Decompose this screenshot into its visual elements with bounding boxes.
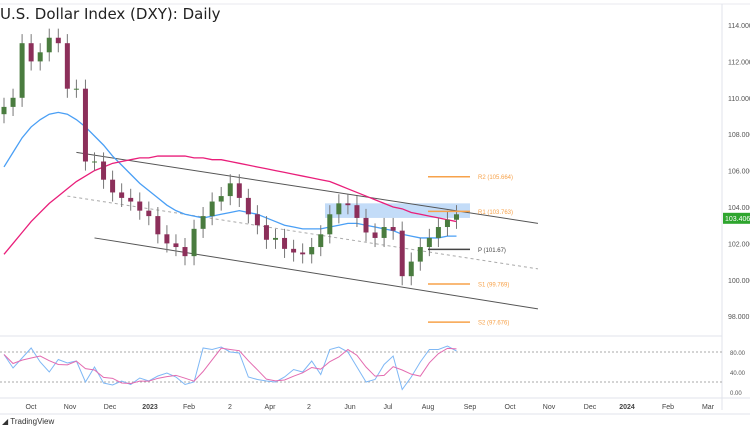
x-tick-label: Nov	[64, 404, 77, 411]
candle-body	[128, 197, 134, 202]
y-tick-label: 114.000	[728, 23, 750, 30]
candle-body	[200, 216, 206, 229]
y-tick-label: 110.000	[728, 96, 750, 103]
candle-body	[209, 201, 215, 217]
candle-body	[435, 227, 441, 238]
candle-body	[227, 183, 233, 197]
y-tick-label: 100.000	[728, 278, 750, 285]
pivot-label: R1 (103.763)	[478, 210, 513, 216]
tradingview-logo: ◢ TradingView	[2, 417, 55, 426]
x-tick-label: Aug	[422, 404, 435, 411]
x-tick-label: 2	[307, 404, 311, 411]
candle-body	[119, 192, 125, 198]
candle-body	[10, 97, 16, 107]
candle-body	[408, 261, 414, 277]
candle-body	[390, 227, 396, 231]
candle-body	[110, 179, 116, 193]
candle-body	[245, 197, 251, 215]
candle-body	[254, 214, 260, 226]
candle-body	[37, 52, 43, 62]
candle-body	[173, 243, 179, 248]
x-tick-label: Jul	[384, 404, 393, 411]
y-tick-label: 104.000	[728, 205, 750, 212]
candle-body	[282, 237, 288, 249]
chart-title: U.S. Dollar Index (DXY): Daily	[0, 5, 221, 23]
candle-body	[454, 214, 459, 220]
candle-body	[55, 37, 61, 44]
candle-body	[291, 248, 297, 253]
x-tick-label: Dec	[584, 404, 597, 411]
candle-body	[155, 216, 161, 235]
candle-body	[46, 37, 52, 53]
y-tick-label: 108.000	[728, 132, 750, 139]
candle-body	[164, 234, 170, 244]
candle-body	[399, 230, 405, 277]
brand-label: TradingView	[10, 417, 55, 426]
ma-pink-line	[3, 155, 457, 255]
last-price-label: 103.406	[725, 216, 750, 223]
candle-body	[363, 217, 369, 233]
x-tick-label: Sep	[464, 404, 477, 411]
candle-body	[137, 201, 143, 211]
candle-body	[182, 247, 188, 257]
x-tick-label: 2023	[142, 404, 158, 411]
candle-body	[92, 161, 97, 163]
candle-body	[236, 183, 242, 198]
candle-body	[1, 106, 7, 115]
x-tick-label: Feb	[662, 404, 674, 411]
x-tick-label: Nov	[543, 404, 556, 411]
x-tick-label: Dec	[104, 404, 117, 411]
x-tick-label: Oct	[505, 404, 516, 411]
candle-body	[381, 227, 387, 238]
candle-body	[354, 205, 360, 218]
x-tick-label: Mar	[702, 404, 715, 411]
osc-tick-label: 40.00	[730, 371, 746, 377]
candle-body	[64, 43, 70, 89]
candle-body	[444, 219, 450, 228]
y-tick-label: 98.000	[728, 314, 750, 321]
candle-body	[19, 43, 25, 98]
candle-body	[336, 203, 342, 215]
candle-body	[263, 225, 269, 240]
pivot-label: S1 (99.769)	[478, 283, 509, 289]
x-tick-label: Feb	[183, 404, 195, 411]
stoch-k-line	[3, 345, 457, 391]
x-tick-label: Jun	[344, 404, 355, 411]
y-tick-label: 106.000	[728, 169, 750, 176]
candle-body	[218, 196, 224, 202]
channel-lower-line	[94, 237, 539, 310]
candle-body	[372, 232, 378, 238]
candle-body	[309, 247, 315, 255]
candle-body	[318, 234, 324, 248]
pivot-label: P (101.67)	[478, 248, 506, 254]
candle-body	[101, 161, 107, 180]
x-tick-label: Oct	[26, 404, 37, 411]
candle-body	[82, 88, 88, 162]
pivot-label: S2 (97.676)	[478, 321, 509, 327]
x-tick-label: 2024	[619, 404, 635, 411]
pivot-label: R2 (105.664)	[478, 175, 513, 181]
channel-middle-line	[67, 195, 539, 270]
y-tick-label: 102.000	[728, 241, 750, 248]
y-tick-label: 112.000	[728, 59, 750, 66]
candle-body	[300, 252, 306, 255]
candle-body	[273, 237, 278, 240]
x-tick-label: Apr	[265, 404, 277, 411]
osc-tick-label: 0.00	[730, 391, 742, 397]
candle-body	[345, 203, 351, 206]
candle-body	[28, 43, 34, 62]
osc-tick-label: 80.00	[730, 351, 746, 357]
stoch-d-line	[3, 347, 457, 385]
x-tick-label: 2	[228, 404, 232, 411]
candle-body	[417, 247, 423, 262]
candle-body	[191, 228, 197, 257]
candle-body	[146, 210, 152, 217]
candle-body	[327, 214, 333, 235]
candle-body	[73, 88, 79, 90]
last-price-tag	[723, 212, 750, 224]
candle-body	[426, 237, 432, 248]
ma-blue-line	[3, 111, 457, 239]
